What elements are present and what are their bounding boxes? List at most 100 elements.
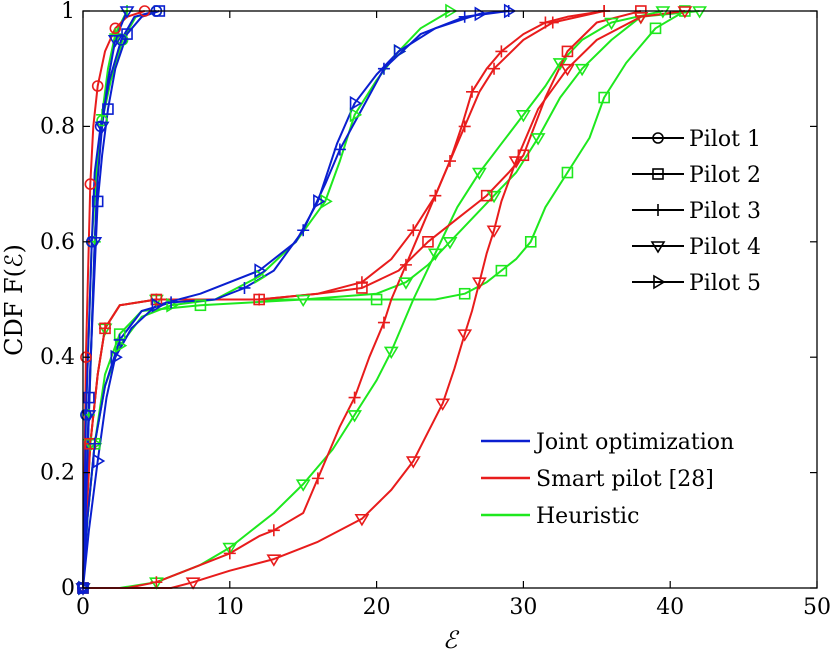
legend-pilot-marker-4 <box>653 274 666 290</box>
y-tick-label-0: 0 <box>61 576 75 601</box>
series-9-marker-12 <box>407 224 420 237</box>
legend-pilot-label-2: Pilot 3 <box>689 199 761 224</box>
y-tick-label-4: 0.8 <box>40 114 75 139</box>
series-4-marker-4 <box>110 349 123 365</box>
series-9-marker-14 <box>444 155 456 168</box>
x-tick-label-5: 50 <box>803 595 830 620</box>
legend-algo-label-0: Joint optimization <box>534 430 734 455</box>
legend-pilot-label-4: Pilot 5 <box>689 271 761 296</box>
series-0-marker-2 <box>80 409 92 421</box>
series-3-marker-2 <box>81 410 97 423</box>
series-9-marker-8 <box>253 293 266 306</box>
plot-lines <box>82 10 700 589</box>
series-4-marker-12 <box>349 95 363 111</box>
series-4-marker-8 <box>254 263 267 279</box>
series-2-marker-14 <box>377 62 390 75</box>
series-9-marker-4 <box>99 322 112 335</box>
series-11-marker-16 <box>561 166 574 179</box>
series-15-marker-21 <box>655 6 671 19</box>
series-line-1 <box>82 10 160 589</box>
series-15-marker-4 <box>222 542 238 556</box>
series-11-marker-12 <box>495 264 508 277</box>
series-8-marker-16 <box>486 225 502 238</box>
series-7-marker-18 <box>458 120 471 133</box>
series-15-marker-20 <box>604 17 619 31</box>
legend-pilot-marker-2 <box>652 204 664 216</box>
legend-pilot-label-3: Pilot 4 <box>689 235 761 260</box>
series-13-marker-18 <box>574 63 590 77</box>
series-15-marker-12 <box>427 248 443 261</box>
series-line-15 <box>83 10 664 589</box>
series-4-marker-6 <box>151 297 164 313</box>
series-14-marker-10 <box>320 193 333 209</box>
series-4-marker-0 <box>78 580 91 596</box>
series-5-marker-8 <box>109 22 122 35</box>
series-8-marker-8 <box>405 456 421 469</box>
y-axis-label: CDF F(ℰ) <box>0 244 28 356</box>
series-4-marker-14 <box>393 43 407 59</box>
series-3-marker-6 <box>94 121 110 134</box>
x-axis-label: ℰ <box>443 626 460 654</box>
series-8-marker-20 <box>560 63 575 77</box>
series-line-9 <box>82 10 605 589</box>
series-13-marker-16 <box>530 133 546 146</box>
series-7-marker-16 <box>429 189 442 202</box>
series-6-marker-16 <box>517 149 530 162</box>
legend-pilot-marker-3 <box>650 241 666 254</box>
x-tick-label-2: 20 <box>363 595 391 620</box>
series-1-marker-6 <box>102 103 114 115</box>
series-13-marker-8 <box>295 294 311 308</box>
series-15-marker-10 <box>383 346 399 359</box>
series-15-marker-8 <box>347 410 362 423</box>
series-8-marker-2 <box>185 577 201 590</box>
series-3-marker-4 <box>87 237 103 250</box>
legend-algo-label-2: Heuristic <box>536 504 639 529</box>
series-1-marker-4 <box>91 195 104 208</box>
series-5-marker-4 <box>84 178 97 190</box>
series-line-8 <box>83 10 686 589</box>
series-11-marker-14 <box>524 236 537 248</box>
series-7-marker-8 <box>311 472 324 485</box>
series-2-marker-12 <box>333 143 346 156</box>
series-11-marker-10 <box>458 287 471 300</box>
series-9-marker-16 <box>466 85 479 98</box>
series-line-4 <box>82 10 509 589</box>
legend-pilot-marker-1 <box>652 168 664 180</box>
plot-area-frame <box>82 10 818 589</box>
series-7-marker-2 <box>150 576 163 589</box>
series-line-7 <box>83 10 605 589</box>
axis-ticks: 0 10 20 30 40 50 0 0.2 0.4 0.6 0.8 1 <box>40 0 830 620</box>
series-line-3 <box>82 10 128 589</box>
x-tick-label-3: 30 <box>509 595 537 620</box>
series-1-marker-2 <box>83 391 95 404</box>
legend-pilot-marker-0 <box>652 132 664 144</box>
series-2-marker-4 <box>113 333 126 346</box>
series-8-marker-4 <box>266 554 282 567</box>
series-11-marker-18 <box>598 91 610 104</box>
legend-algorithms: Joint optimization Smart pilot [28] Heuris… <box>481 430 734 529</box>
series-9-marker-20 <box>539 16 552 29</box>
series-2-marker-8 <box>238 281 251 294</box>
series-2-marker-6 <box>165 296 178 309</box>
series-3-marker-8 <box>107 35 123 48</box>
series-8-marker-23 <box>677 6 693 19</box>
series-3-marker-9 <box>119 6 135 19</box>
series-6-marker-12 <box>422 236 434 248</box>
series-13-marker-12 <box>442 237 458 250</box>
series-8-marker-10 <box>435 398 451 411</box>
y-tick-label-2: 0.4 <box>40 345 75 370</box>
series-15-marker-16 <box>515 110 531 123</box>
series-5-marker-2 <box>80 351 92 364</box>
x-tick-label-4: 40 <box>656 595 684 620</box>
series-11-marker-6 <box>194 299 207 312</box>
series-7-marker-6 <box>267 524 280 537</box>
legend-algo-label-1: Smart pilot [28] <box>536 467 714 492</box>
series-8-marker-18 <box>508 156 524 169</box>
series-14-marker-12 <box>349 107 363 123</box>
series-7-marker-10 <box>348 391 361 404</box>
series-14-marker-4 <box>114 338 128 354</box>
y-tick-label-3: 0.6 <box>40 230 75 255</box>
series-11-marker-8 <box>370 293 383 306</box>
legend-pilot-markers: Pilot 1 Pilot 2 Pilot 3 Pilot 4 Pilot 5 <box>632 127 761 296</box>
